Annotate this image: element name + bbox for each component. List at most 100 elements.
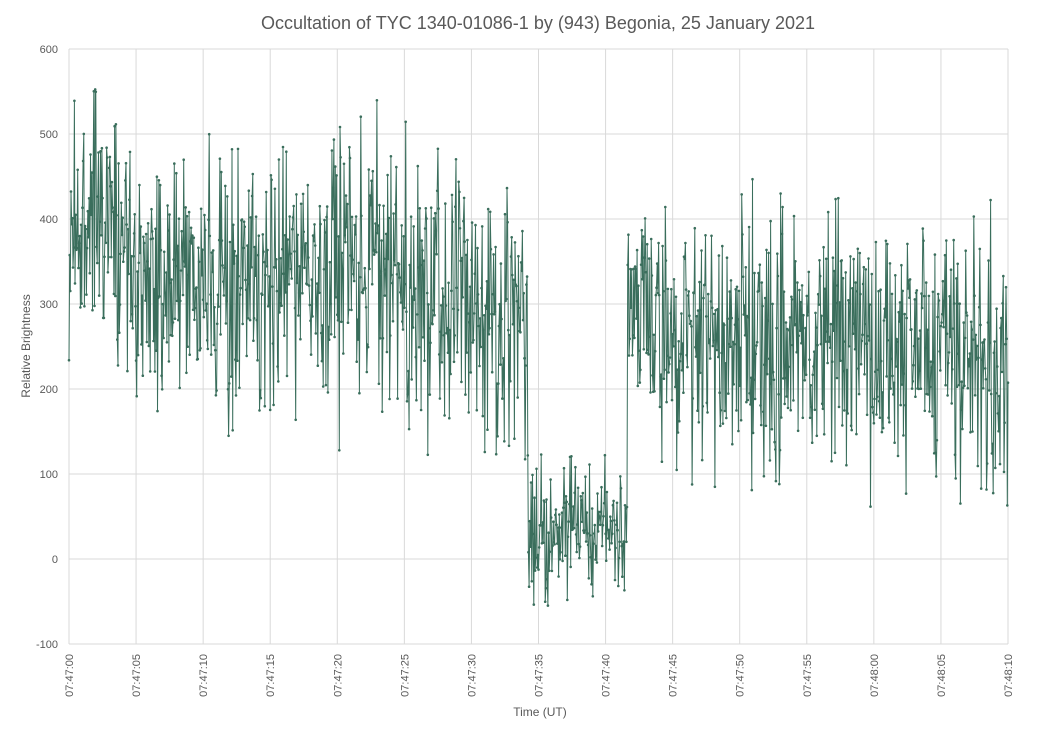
data-point bbox=[384, 268, 387, 271]
data-point bbox=[307, 256, 310, 259]
data-point bbox=[633, 265, 637, 268]
data-point bbox=[287, 253, 290, 257]
data-point bbox=[253, 245, 257, 249]
data-point bbox=[94, 90, 98, 94]
data-point bbox=[526, 454, 530, 457]
data-point bbox=[240, 218, 244, 221]
data-point bbox=[486, 207, 490, 211]
data-point bbox=[337, 235, 340, 238]
data-point bbox=[294, 418, 298, 422]
data-point bbox=[545, 498, 548, 501]
data-point bbox=[878, 416, 882, 420]
data-point bbox=[910, 387, 914, 390]
data-point bbox=[585, 511, 589, 514]
data-point bbox=[220, 170, 223, 174]
data-point bbox=[870, 272, 874, 276]
data-point bbox=[604, 559, 608, 562]
data-point bbox=[806, 314, 809, 317]
data-point bbox=[248, 318, 252, 322]
data-point bbox=[985, 488, 988, 491]
data-point bbox=[497, 324, 501, 328]
data-point bbox=[305, 283, 309, 286]
data-point bbox=[435, 252, 438, 256]
data-point bbox=[258, 388, 262, 392]
data-point bbox=[846, 412, 849, 415]
data-point bbox=[234, 394, 238, 397]
data-point bbox=[979, 487, 983, 490]
data-point bbox=[955, 385, 959, 389]
data-point bbox=[955, 277, 958, 280]
data-point bbox=[602, 515, 605, 518]
data-point bbox=[79, 306, 82, 309]
data-point bbox=[943, 299, 946, 303]
data-point bbox=[138, 251, 142, 255]
data-point bbox=[175, 171, 178, 175]
data-point bbox=[325, 205, 329, 208]
data-point bbox=[428, 393, 432, 396]
data-point bbox=[321, 324, 324, 327]
data-point bbox=[972, 215, 976, 218]
data-point bbox=[162, 336, 165, 340]
data-point bbox=[190, 242, 193, 245]
data-point bbox=[480, 286, 483, 290]
data-point bbox=[603, 453, 607, 457]
data-point bbox=[152, 339, 155, 343]
data-point bbox=[178, 386, 181, 390]
data-point bbox=[333, 335, 336, 339]
data-point bbox=[303, 266, 306, 270]
data-point bbox=[342, 352, 345, 355]
data-point bbox=[398, 276, 402, 279]
data-point bbox=[199, 347, 202, 350]
data-point bbox=[408, 263, 412, 267]
data-point bbox=[250, 266, 253, 269]
data-point bbox=[639, 263, 643, 267]
data-point bbox=[716, 307, 719, 311]
x-tick-label: 07:47:30 bbox=[466, 654, 478, 697]
data-point bbox=[928, 385, 932, 389]
data-point bbox=[222, 294, 226, 297]
data-point bbox=[663, 368, 666, 372]
data-point bbox=[268, 408, 272, 412]
data-point bbox=[820, 314, 823, 318]
x-tick-label: 07:47:40 bbox=[601, 654, 613, 697]
data-point bbox=[490, 370, 494, 374]
data-point bbox=[771, 370, 775, 374]
data-point bbox=[263, 404, 267, 408]
data-point bbox=[516, 396, 519, 399]
data-point bbox=[697, 421, 701, 424]
data-point bbox=[508, 333, 512, 337]
data-point bbox=[693, 226, 697, 230]
data-point bbox=[782, 377, 785, 380]
data-point bbox=[289, 252, 292, 255]
data-point bbox=[908, 296, 911, 300]
data-point bbox=[111, 206, 114, 209]
data-point bbox=[142, 241, 146, 245]
data-point bbox=[410, 378, 414, 381]
data-point bbox=[676, 368, 679, 372]
data-point bbox=[789, 408, 792, 412]
data-point bbox=[205, 339, 209, 342]
data-point bbox=[941, 312, 944, 316]
data-point bbox=[413, 287, 417, 290]
data-point bbox=[734, 288, 737, 291]
data-point bbox=[977, 356, 980, 360]
data-point bbox=[970, 328, 974, 331]
data-point bbox=[726, 317, 729, 321]
data-point bbox=[120, 233, 124, 237]
data-point bbox=[593, 523, 597, 527]
data-point bbox=[844, 271, 847, 274]
data-point bbox=[151, 237, 155, 240]
data-point bbox=[797, 334, 800, 338]
data-point bbox=[155, 175, 159, 178]
data-point bbox=[837, 405, 841, 409]
data-point bbox=[299, 337, 302, 341]
data-point bbox=[987, 389, 991, 392]
data-point bbox=[384, 232, 388, 236]
data-point bbox=[784, 376, 787, 380]
data-point bbox=[501, 367, 505, 371]
data-point bbox=[182, 158, 185, 161]
data-point bbox=[326, 391, 330, 394]
data-point bbox=[960, 380, 963, 384]
data-point bbox=[354, 215, 358, 218]
data-point bbox=[549, 516, 553, 519]
